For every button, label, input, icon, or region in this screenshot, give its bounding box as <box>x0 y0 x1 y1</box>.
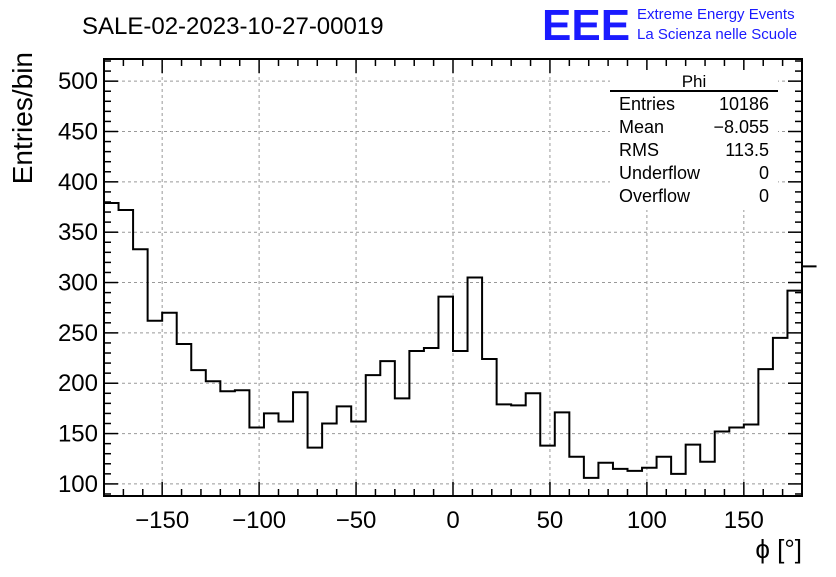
x-tick-label: −100 <box>232 507 286 534</box>
histogram-bin <box>453 351 468 496</box>
histogram-bin <box>191 370 206 496</box>
histogram-bin <box>642 468 657 496</box>
histogram-bin <box>177 344 192 496</box>
histogram-bin <box>744 425 759 496</box>
histogram-bin <box>424 348 439 496</box>
brand-line-1: Extreme Energy Events <box>637 6 795 23</box>
histogram-bin <box>133 249 148 496</box>
histogram-bin <box>671 474 686 496</box>
histogram-bin <box>162 313 177 496</box>
histogram-bin <box>686 445 701 496</box>
stats-value-rms: 113.5 <box>725 140 769 160</box>
y-tick-label: 400 <box>58 169 98 196</box>
x-axis-ticks: −150 −100 −50 0 50 100 150 <box>103 59 803 534</box>
brand-line-2: La Scienza nelle Scuole <box>637 26 797 43</box>
histogram-bin <box>220 391 235 496</box>
histogram-bin <box>468 278 483 497</box>
y-tick-label: 100 <box>58 471 98 498</box>
stats-title: Phi <box>682 72 707 91</box>
y-tick-label: 200 <box>58 370 98 397</box>
y-tick-label: 250 <box>58 320 98 347</box>
histogram-bin <box>235 390 250 496</box>
histogram-bin <box>395 398 410 496</box>
histogram-bin <box>264 413 279 496</box>
stats-value-mean: −8.055 <box>713 117 769 137</box>
histogram-bin <box>729 428 744 496</box>
histogram-bin <box>657 457 672 496</box>
histogram-bin <box>337 406 352 496</box>
chart-title: SALE-02-2023-10-27-00019 <box>82 13 384 40</box>
histogram-bin <box>308 448 323 496</box>
stats-label-rms: RMS <box>619 140 659 160</box>
histogram-bin <box>482 359 497 496</box>
histogram-bin <box>715 432 730 496</box>
x-axis-label: ϕ [°] <box>755 534 802 564</box>
histogram-bin <box>569 457 584 496</box>
histogram-bin <box>293 392 308 496</box>
stats-value-overflow: 0 <box>759 186 769 206</box>
stats-label-mean: Mean <box>619 117 664 137</box>
histogram-bin <box>409 351 424 496</box>
histogram-bin <box>119 210 134 496</box>
histogram-bin <box>351 421 366 496</box>
stats-label-underflow: Underflow <box>619 163 701 183</box>
x-tick-label: 150 <box>724 507 764 534</box>
histogram-bin <box>279 421 294 496</box>
x-tick-label: 50 <box>537 507 564 534</box>
histogram-bin <box>598 463 613 496</box>
histogram-bin <box>802 266 817 496</box>
y-tick-label: 450 <box>58 118 98 145</box>
x-tick-label: −50 <box>336 507 377 534</box>
histogram-bin <box>628 471 643 496</box>
y-axis-ticks: 100 150 200 250 300 350 400 450 500 <box>58 60 802 498</box>
histogram-bin <box>104 203 119 496</box>
histogram-bin <box>366 375 381 496</box>
stats-value-entries: 10186 <box>719 94 769 114</box>
histogram-bin <box>773 338 788 496</box>
stats-value-underflow: 0 <box>759 163 769 183</box>
histogram-bin <box>148 321 163 496</box>
y-tick-label: 300 <box>58 270 98 297</box>
histogram-bin <box>526 393 541 496</box>
x-tick-label: 100 <box>627 507 667 534</box>
stats-label-entries: Entries <box>619 94 675 114</box>
y-axis-label: Entries/bin <box>7 52 38 184</box>
histogram-bin <box>322 424 337 496</box>
x-tick-label: 0 <box>446 507 459 534</box>
histogram-step-line <box>104 201 817 479</box>
histogram-bin <box>540 446 555 496</box>
histogram-bin <box>758 369 773 496</box>
y-tick-label: 150 <box>58 421 98 448</box>
stats-box: Phi Entries 10186 Mean −8.055 RMS 113.5 … <box>610 70 778 210</box>
histogram-bin <box>613 469 628 496</box>
histogram-bin <box>438 297 453 496</box>
histogram-bin <box>249 428 264 496</box>
histogram-bin <box>380 361 395 496</box>
histogram-bin <box>497 404 512 496</box>
x-tick-label: −150 <box>135 507 189 534</box>
histogram-line <box>104 201 817 497</box>
histogram-bin <box>511 405 526 496</box>
histogram-bin <box>700 462 715 496</box>
y-tick-label: 500 <box>58 68 98 95</box>
y-tick-label: 350 <box>58 219 98 246</box>
stats-label-overflow: Overflow <box>619 186 691 206</box>
eee-logo: EEE <box>542 1 630 50</box>
histogram-bin <box>555 412 570 496</box>
histogram-bin <box>206 381 221 496</box>
histogram-bin <box>584 478 599 496</box>
